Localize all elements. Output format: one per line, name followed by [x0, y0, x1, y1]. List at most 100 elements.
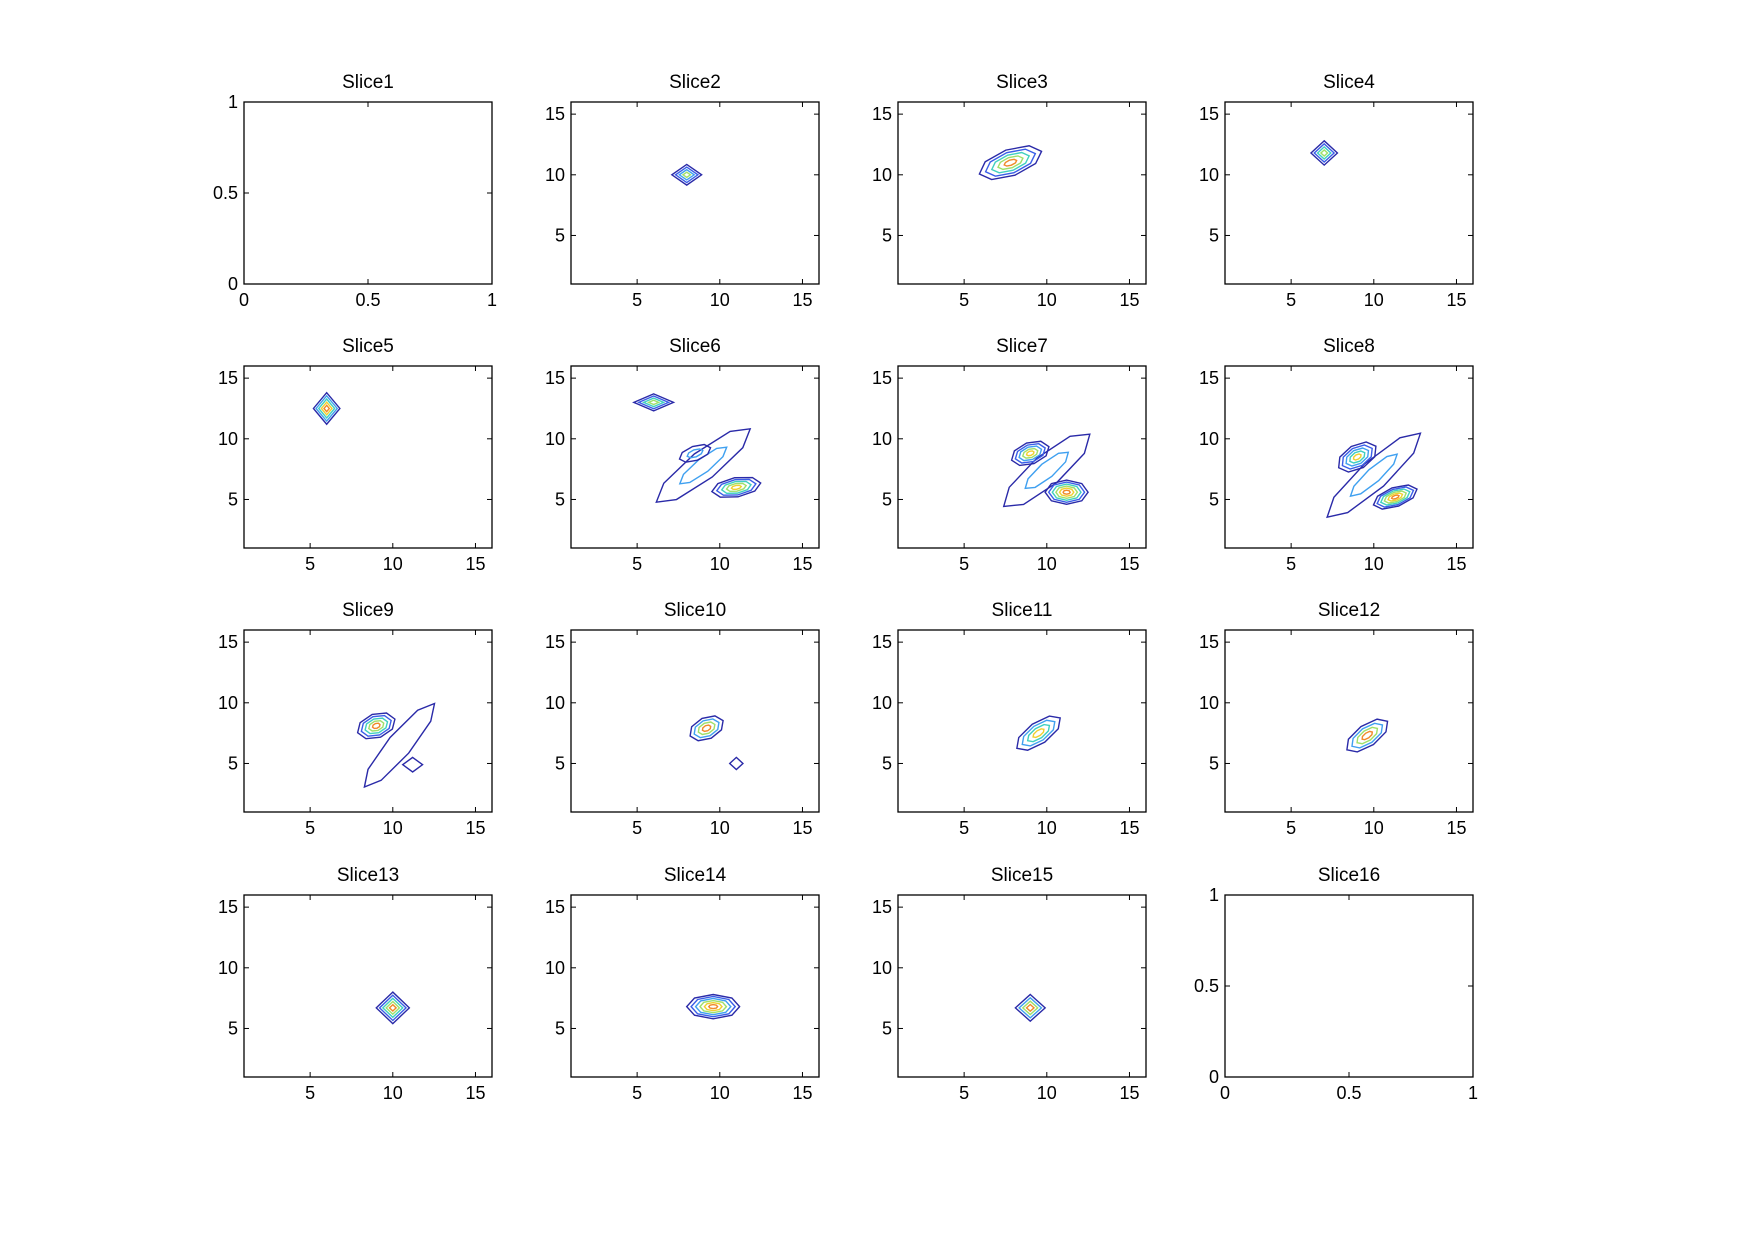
x-tick-label: 15 — [1119, 818, 1139, 838]
contour-line — [388, 1003, 398, 1012]
contour-blob — [1346, 718, 1389, 753]
contour-line — [641, 397, 666, 408]
contour-blob — [710, 476, 762, 498]
contour-line — [317, 397, 336, 420]
subplot-title: Slice9 — [342, 600, 394, 621]
y-tick-label: 10 — [218, 958, 238, 978]
contour-blob — [312, 391, 341, 426]
subplot-11: Slice11 5 10 15 5 10 15 — [872, 600, 1147, 838]
contour-line — [678, 168, 696, 181]
x-tick-label: 5 — [959, 1083, 969, 1103]
x-tick-label: 15 — [1119, 554, 1139, 574]
contour-line — [360, 714, 392, 737]
contour-line — [694, 997, 732, 1016]
contour-line — [1055, 485, 1079, 500]
x-tick-label: 5 — [632, 290, 642, 310]
x-tick-label: 5 — [305, 818, 315, 838]
contour-line — [320, 401, 333, 416]
subplot-10: Slice10 5 10 15 5 10 15 — [545, 600, 820, 838]
y-tick-label: 15 — [218, 632, 238, 652]
subplot-12: Slice12 5 10 15 5 10 15 — [1199, 600, 1474, 838]
subplot-title: Slice8 — [1323, 336, 1375, 357]
contour-line — [1002, 433, 1091, 508]
contour-line — [1316, 145, 1332, 160]
y-tick-label: 15 — [1199, 632, 1219, 652]
contour-line — [997, 155, 1024, 171]
contour-line — [1387, 492, 1404, 502]
contour-line — [312, 391, 341, 426]
subplot-title: Slice13 — [337, 865, 399, 886]
contour-line — [1346, 718, 1389, 753]
contour-set — [1002, 433, 1091, 508]
x-tick-label: 5 — [305, 1083, 315, 1103]
subplot-2: Slice2 5 10 15 5 10 15 — [545, 72, 820, 310]
axes-box — [897, 365, 1147, 549]
contour-line — [385, 1000, 401, 1016]
x-tick-label: 10 — [1037, 818, 1057, 838]
contour-line — [1032, 728, 1045, 739]
x-tick-label: 5 — [1286, 290, 1296, 310]
contour-blob — [363, 702, 436, 789]
contour-line — [690, 995, 737, 1018]
contour-line — [730, 484, 743, 490]
y-tick-label: 15 — [1199, 368, 1219, 388]
subplot-title: Slice1 — [342, 72, 394, 93]
contour-line — [1349, 450, 1366, 464]
y-tick-label: 15 — [545, 104, 565, 124]
contour-blob — [1010, 440, 1050, 467]
contour-line — [1047, 481, 1086, 504]
x-tick-label: 0 — [239, 290, 249, 310]
contour-line — [978, 145, 1043, 181]
y-tick-label: 15 — [1199, 104, 1219, 124]
contour-blob — [356, 712, 396, 740]
contour-line — [990, 151, 1031, 174]
y-tick-label: 15 — [872, 632, 892, 652]
x-tick-label: 5 — [632, 1083, 642, 1103]
x-tick-label: 15 — [1446, 554, 1466, 574]
x-tick-label: 15 — [465, 554, 485, 574]
x-tick-label: 10 — [383, 1083, 403, 1103]
subplot-5: Slice5 5 10 15 5 10 15 — [218, 336, 493, 574]
contour-line — [1313, 142, 1336, 164]
x-tick-label: 10 — [383, 554, 403, 574]
y-tick-label: 10 — [872, 958, 892, 978]
y-tick-label: 15 — [872, 368, 892, 388]
contour-line — [1018, 996, 1043, 1019]
contour-set — [1346, 718, 1389, 753]
subplot-16: Slice16 0 0.5 1 0 0.5 1 — [1194, 865, 1478, 1103]
y-tick-label: 0 — [1209, 1067, 1219, 1087]
contour-line — [703, 1001, 723, 1012]
contour-line — [701, 724, 712, 733]
y-tick-label: 10 — [545, 429, 565, 449]
y-tick-label: 1 — [228, 92, 238, 112]
x-tick-label: 10 — [710, 818, 730, 838]
y-tick-label: 0 — [228, 274, 238, 294]
x-tick-label: 10 — [1364, 554, 1384, 574]
contour-line — [378, 994, 408, 1022]
y-tick-label: 15 — [872, 897, 892, 917]
subplot-15: Slice15 5 10 15 5 10 15 — [872, 865, 1147, 1103]
contour-set — [1016, 715, 1062, 751]
contour-line — [1044, 479, 1089, 506]
subplot-1: Slice1 0 0.5 1 0 0.5 1 — [213, 72, 497, 310]
x-tick-label: 15 — [465, 1083, 485, 1103]
y-tick-label: 15 — [545, 897, 565, 917]
y-tick-label: 10 — [218, 429, 238, 449]
subplot-4: Slice4 5 10 15 5 10 15 — [1199, 72, 1474, 310]
y-tick-label: 5 — [1209, 225, 1219, 245]
x-tick-label: 15 — [1119, 290, 1139, 310]
contour-line — [315, 394, 339, 423]
axes-box — [570, 101, 820, 285]
subplot-6: Slice6 5 10 15 5 10 15 — [545, 336, 820, 574]
subplot-title: Slice3 — [996, 72, 1048, 93]
subplot-7: Slice7 5 10 15 5 10 15 — [872, 336, 1147, 574]
contour-line — [637, 395, 671, 410]
contour-line — [364, 717, 389, 735]
x-tick-label: 10 — [1037, 290, 1057, 310]
contour-line — [670, 163, 703, 186]
x-tick-label: 5 — [1286, 554, 1296, 574]
contour-line — [697, 721, 716, 736]
subplot-title: Slice10 — [664, 600, 726, 621]
y-tick-label: 5 — [555, 489, 565, 509]
